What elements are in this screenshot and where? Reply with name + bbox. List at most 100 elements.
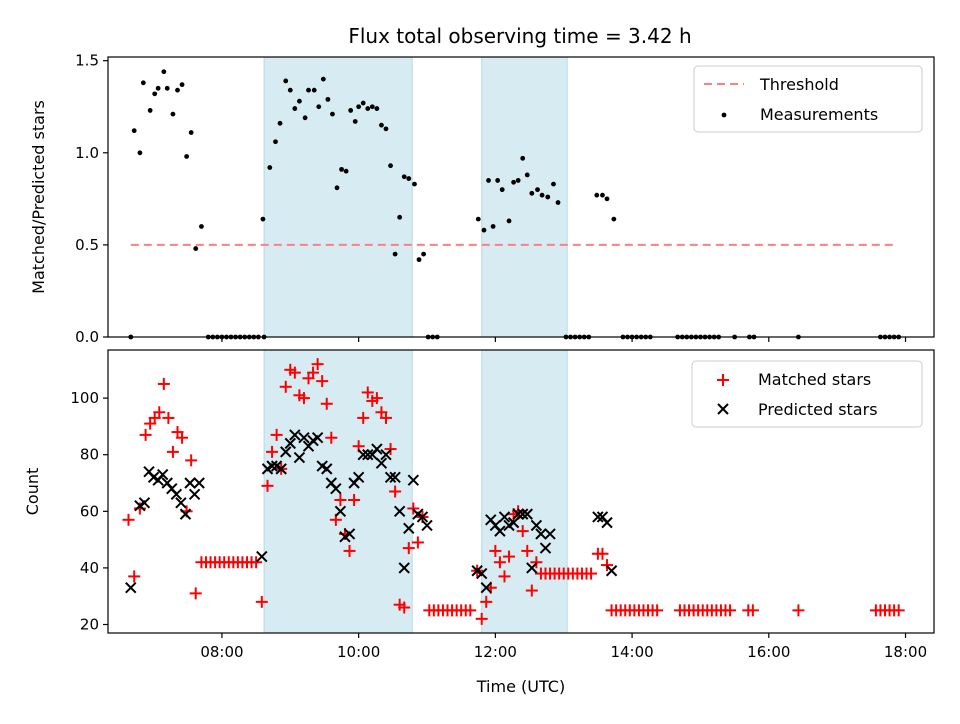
measurement-point [334, 185, 340, 191]
matched-star-point [379, 411, 392, 424]
matched-star-point [464, 604, 477, 617]
predicted-stars-legend-swatch [717, 403, 729, 415]
predicted-star-point [334, 505, 347, 518]
measurements-legend-swatch [721, 112, 727, 118]
matched-stars-legend-swatch [717, 374, 729, 386]
matched-star-point [489, 544, 502, 557]
measurement-point [352, 119, 358, 124]
predicted-star-point [521, 508, 533, 520]
measurement-point [604, 196, 610, 202]
measurement-point [535, 187, 540, 193]
predicted-star-point [298, 432, 310, 444]
predicted-star-point [544, 528, 556, 540]
matched-star-point [288, 366, 301, 379]
x-axis-label: Time (UTC) [476, 677, 565, 696]
measurement-point [147, 108, 153, 113]
y-tick-label: 40 [80, 559, 99, 577]
matched-star-point [139, 428, 152, 441]
measurement-point [137, 150, 143, 156]
matched-star-point [475, 612, 488, 625]
measurement-point [292, 106, 298, 111]
matched-star-point [185, 454, 198, 467]
predicted-star-point [311, 432, 324, 444]
y-tick-label: 0.5 [75, 236, 99, 254]
measurement-point [302, 115, 308, 121]
matched-star-point [361, 386, 374, 399]
measurement-point [545, 194, 551, 200]
measurement-point [511, 179, 516, 185]
matched-stars-legend-label: Matched stars [758, 370, 871, 389]
matched-star-point [370, 392, 383, 405]
measurement-point [170, 111, 176, 117]
predicted-star-point [384, 471, 397, 484]
predicted-star-point [266, 460, 278, 472]
measurement-point [416, 257, 422, 263]
predicted-star-point [170, 488, 183, 501]
matched-star-point [389, 485, 402, 498]
matched-star-point [279, 380, 292, 393]
matched-star-point [596, 547, 609, 560]
x-tick-label: 14:00 [610, 643, 653, 661]
matched-star-point [480, 595, 493, 608]
measurement-point [330, 111, 335, 117]
measurement-point [287, 87, 293, 93]
y-tick-label: 0.0 [75, 328, 99, 346]
bottom-legend: Matched stars Predicted stars [691, 360, 923, 428]
matched-star-point [343, 544, 356, 557]
top-panel: 0.0 0.5 1.0 1.5 Matched/Predicted stars Thr… [29, 52, 935, 346]
predicted-star-point [138, 497, 151, 509]
measurement-point [277, 120, 283, 126]
matched-star-point [651, 604, 664, 617]
measurement-point [199, 224, 204, 229]
measurement-point [481, 227, 487, 233]
measurement-point [406, 176, 412, 181]
measurement-point [188, 130, 194, 135]
top-panel-frame [107, 56, 935, 338]
matched-star-point [384, 443, 397, 456]
predicted-star-point [343, 528, 356, 540]
predicted-star-point [507, 516, 520, 529]
matched-star-point [357, 411, 370, 424]
measurement-point [131, 128, 137, 134]
measurement-point [161, 69, 167, 75]
matched-star-point [316, 375, 329, 388]
predicted-star-point [321, 463, 333, 475]
y-tick-label: 1.5 [75, 52, 99, 70]
matched-star-point [320, 397, 333, 410]
predicted-star-point [175, 497, 187, 509]
measurements-legend-label: Measurements [760, 105, 878, 124]
predicted-star-point [421, 519, 433, 532]
measurement-point [365, 106, 371, 111]
predicted-star-point [280, 446, 292, 458]
top-chart-title: Flux total observing time = 3.42 h [348, 24, 691, 48]
measurement-point [412, 181, 417, 187]
measurement-point [551, 181, 556, 187]
measurement-point [392, 251, 398, 257]
measurement-point [611, 216, 617, 222]
predicted-star-point [535, 528, 547, 540]
predicted-stars-legend-label: Predicted stars [758, 400, 878, 419]
matched-star-point [189, 587, 202, 600]
matched-star-point [498, 570, 511, 583]
measurement-point [515, 178, 521, 183]
predicted-star-point [416, 511, 429, 523]
predicted-star-point [371, 443, 383, 455]
matched-star-point [157, 377, 170, 390]
y-tick-label: 1.0 [75, 144, 99, 162]
measurement-point [267, 165, 273, 170]
matched-star-point [525, 584, 538, 597]
matched-star-point [128, 570, 141, 583]
bottom-y-axis-label: Count [23, 468, 42, 516]
measurement-point [388, 163, 393, 169]
y-tick-label: 60 [80, 502, 99, 520]
matched-star-point [166, 445, 179, 458]
measurement-point [369, 104, 375, 110]
predicted-star-point [362, 449, 374, 461]
measurement-point [260, 216, 266, 222]
top-y-axis-label: Matched/Predicted stars [29, 100, 48, 294]
predicted-star-point [494, 525, 506, 537]
measurement-point [383, 126, 389, 132]
y-tick-label: 80 [80, 446, 99, 464]
shaded-interval-1 [263, 56, 413, 338]
